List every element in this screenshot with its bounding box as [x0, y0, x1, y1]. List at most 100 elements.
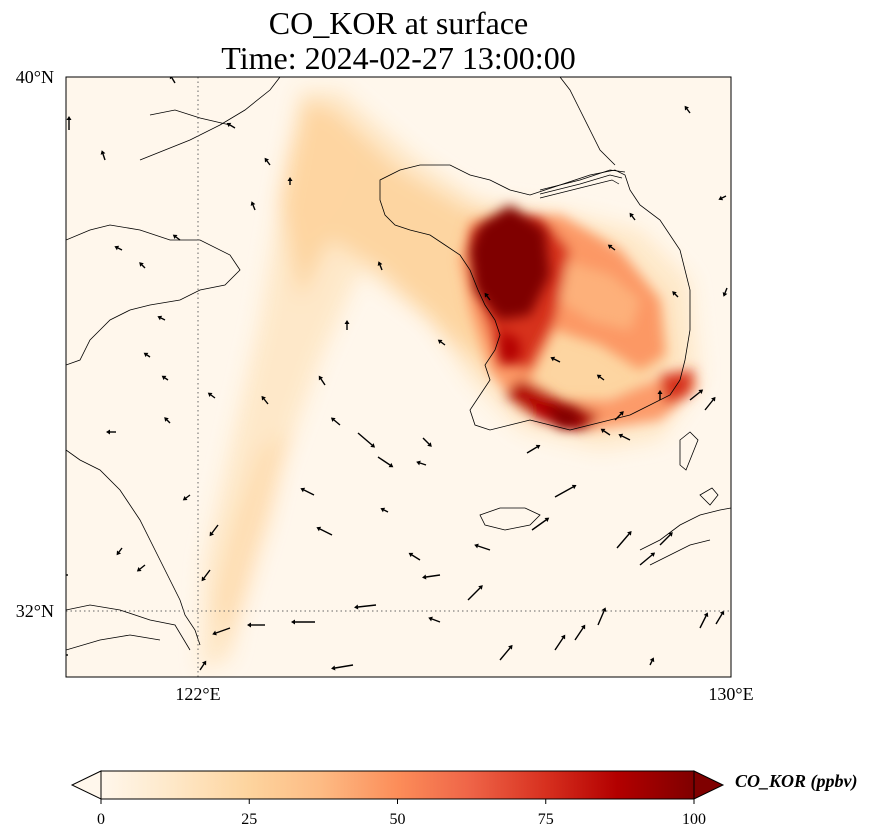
- wind-vector-head: [139, 262, 144, 267]
- map-frame: [65, 76, 732, 678]
- wind-vector-head: [607, 244, 613, 249]
- map-title-line1: CO_KOR at surface: [268, 5, 529, 41]
- wind-vector: [597, 610, 605, 626]
- wind-vector: [553, 358, 561, 363]
- wind-vector: [117, 247, 123, 251]
- wind-vector-head: [172, 234, 178, 239]
- wind-vector: [704, 399, 714, 411]
- wind-vector-head: [722, 292, 728, 297]
- wind-vector-head: [560, 634, 566, 640]
- wind-vector-head: [629, 212, 634, 218]
- wind-vector: [411, 554, 421, 561]
- wind-vector-head: [261, 395, 266, 401]
- wind-vector-head: [60, 653, 64, 658]
- wind-vector: [164, 377, 169, 381]
- wind-vector-head: [291, 619, 295, 625]
- wind-vector: [721, 195, 727, 199]
- wind-vector-head: [182, 496, 188, 501]
- wind-vector: [431, 618, 441, 623]
- wind-vector: [715, 613, 723, 625]
- wind-vector-head: [550, 356, 556, 362]
- wind-vector: [419, 462, 427, 466]
- wind-vector-head: [428, 616, 433, 622]
- wind-vector-head: [600, 428, 606, 434]
- wind-vector: [102, 153, 106, 161]
- wind-vector: [526, 446, 538, 454]
- wind-vector-head: [157, 315, 163, 321]
- wind-vector: [383, 509, 389, 513]
- wind-vector-head: [143, 352, 149, 358]
- wind-vector: [689, 391, 701, 401]
- map-title-line2: Time: 2024-02-27 13:00:00: [221, 40, 576, 76]
- wind-vector: [215, 627, 231, 634]
- wind-vector: [357, 604, 377, 608]
- wind-vector: [467, 587, 481, 601]
- colorbar-tick-label-75: 75: [538, 811, 554, 828]
- wind-vector: [199, 663, 205, 671]
- wind-vector: [686, 108, 691, 114]
- wind-vector: [333, 419, 341, 426]
- wind-vector: [185, 494, 191, 499]
- wind-vector: [674, 293, 679, 298]
- wind-vector: [599, 376, 605, 381]
- wind-vector: [203, 569, 211, 579]
- wind-vector-head: [318, 375, 324, 381]
- lon-tick-130: 130°E: [708, 684, 753, 704]
- colorbar-gradient: [101, 771, 694, 799]
- wind-vector-head: [535, 444, 541, 450]
- wind-vector-head: [711, 396, 716, 402]
- wind-vector: [171, 77, 176, 84]
- wind-vector: [303, 489, 315, 496]
- wind-vector-head: [370, 443, 376, 448]
- wind-vector-head: [668, 532, 673, 537]
- wind-vector-head: [408, 552, 414, 558]
- wind-vector-head: [287, 177, 293, 181]
- wind-vector-head: [650, 552, 656, 557]
- wind-vector-head: [719, 610, 725, 616]
- wind-vector-head: [201, 576, 206, 582]
- wind-vector-head: [718, 195, 724, 201]
- wind-vector: [422, 437, 430, 445]
- wind-vector-head: [474, 543, 479, 549]
- wind-vector-head: [201, 660, 207, 666]
- wind-vector-head: [212, 630, 217, 636]
- wind-vector-head: [672, 291, 677, 296]
- wind-vector-head: [437, 339, 443, 344]
- wind-vector: [614, 413, 622, 421]
- lat-tick-32: 32°N: [16, 601, 54, 621]
- wind-vector-head: [209, 531, 214, 537]
- wind-vector: [659, 534, 671, 546]
- wind-vector: [118, 547, 123, 553]
- wind-vector-head: [164, 417, 169, 422]
- wind-vector-head: [649, 657, 655, 663]
- wind-vector-head: [207, 392, 213, 397]
- wind-vector-head: [169, 77, 174, 80]
- wind-vector-head: [484, 292, 489, 298]
- wind-vector: [554, 486, 574, 498]
- wind-vector-head: [416, 460, 421, 466]
- wind-vector-head: [601, 607, 607, 612]
- wind-vector: [477, 545, 491, 551]
- wind-vector-head: [427, 442, 432, 447]
- wind-vector: [320, 378, 326, 386]
- wind-vector-head: [264, 157, 269, 163]
- wind-vector: [175, 236, 181, 241]
- wind-vector: [334, 664, 354, 669]
- wind-vector-head: [698, 389, 704, 394]
- wind-vector-head: [422, 574, 427, 580]
- wind-vector-head: [627, 530, 632, 536]
- wind-vector-head: [60, 573, 64, 578]
- wind-vector-head: [344, 320, 350, 324]
- wind-vector: [649, 660, 653, 666]
- wind-vector-head: [136, 567, 142, 572]
- wind-vector: [252, 204, 256, 211]
- wind-vector-head: [354, 604, 359, 610]
- wind-vector: [379, 264, 383, 271]
- colorbar-label: CO_KOR (ppbv): [735, 771, 858, 792]
- wind-vector-head: [596, 374, 602, 379]
- wind-vector-head: [66, 116, 72, 120]
- wind-vector: [631, 215, 636, 221]
- wind-vector-head: [619, 411, 624, 416]
- wind-vector: [554, 637, 564, 651]
- wind-vector-head: [161, 375, 167, 381]
